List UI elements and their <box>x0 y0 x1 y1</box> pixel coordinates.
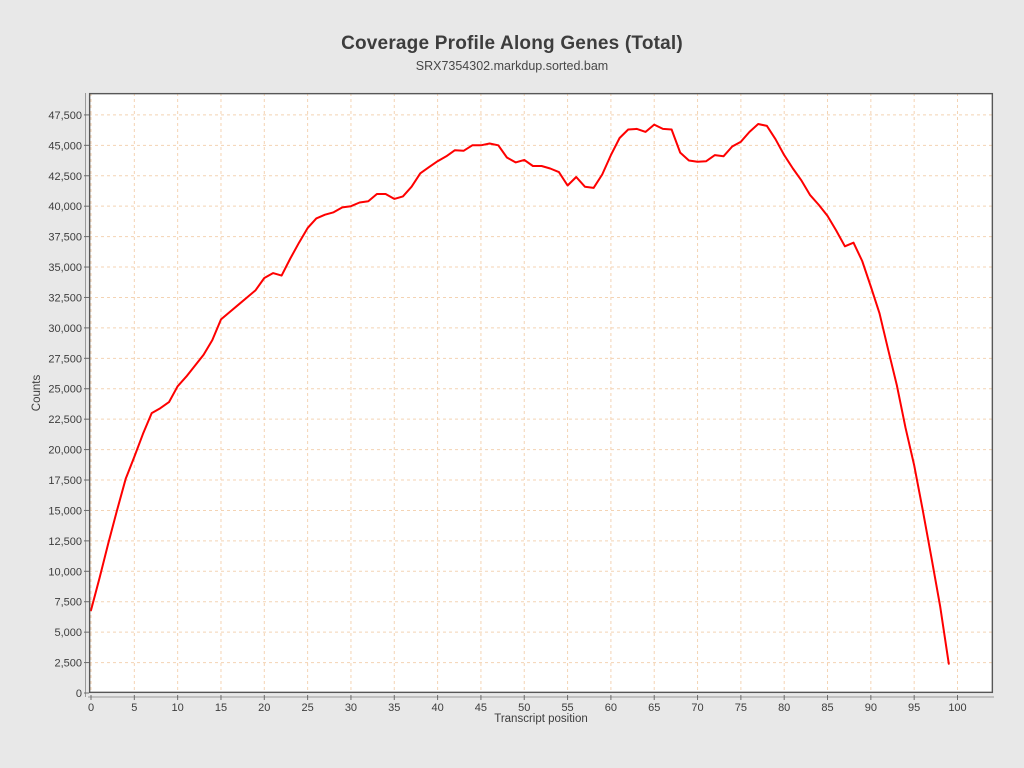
y-tick-label: 42,500 <box>48 171 82 183</box>
x-tick-label: 25 <box>302 702 314 714</box>
y-tick-label: 10,000 <box>48 566 82 578</box>
x-tick-label: 20 <box>258 702 270 714</box>
x-tick-label: 0 <box>88 702 94 714</box>
y-tick-label: 17,500 <box>48 475 82 487</box>
y-axis-title: Counts <box>31 374 43 412</box>
x-tick-label: 95 <box>908 702 920 714</box>
plot-area <box>89 93 993 693</box>
x-tick-label: 40 <box>431 702 443 714</box>
y-tick-label: 2,500 <box>54 658 82 670</box>
x-axis-title: Transcript position <box>494 713 588 725</box>
y-tick-label: 25,000 <box>48 384 82 396</box>
chart-subtitle: SRX7354302.markdup.sorted.bam <box>415 59 609 73</box>
y-tick-label: 12,500 <box>48 536 82 548</box>
coverage-line <box>90 123 950 665</box>
x-tick-label: 85 <box>821 702 833 714</box>
x-tick-label: 5 <box>131 702 137 714</box>
x-tick-label: 15 <box>215 702 227 714</box>
plot-border <box>88 92 994 694</box>
x-tick-label: 45 <box>475 702 487 714</box>
y-tick-label: 27,500 <box>48 353 82 365</box>
x-tick-label: 75 <box>735 702 747 714</box>
x-tick-label: 30 <box>345 702 357 714</box>
chart-title: Coverage Profile Along Genes (Total) <box>341 33 683 54</box>
x-tick-label: 10 <box>172 702 184 714</box>
y-tick-label: 40,000 <box>48 201 82 213</box>
y-tick-label: 0 <box>76 688 82 700</box>
y-tick-label: 15,000 <box>48 505 82 517</box>
y-tick-label: 30,000 <box>48 323 82 335</box>
y-tick-label: 7,500 <box>54 597 82 609</box>
x-tick-label: 50 <box>518 702 530 714</box>
x-tick-label: 55 <box>561 702 573 714</box>
y-tick-label: 47,500 <box>48 110 82 122</box>
y-tick-label: 45,000 <box>48 140 82 152</box>
x-tick-label: 70 <box>691 702 703 714</box>
tick-labels: 0 2,500 5,000 7,500 10,000 12,500 15,000 17,500… <box>48 110 966 714</box>
y-tick-label: 22,500 <box>48 414 82 426</box>
y-tick-label: 20,000 <box>48 445 82 457</box>
x-tick-label: 35 <box>388 702 400 714</box>
x-tick-label: 100 <box>948 702 966 714</box>
x-tick-label: 90 <box>865 702 877 714</box>
y-tick-label: 37,500 <box>48 232 82 244</box>
grid-lines <box>89 93 993 693</box>
x-tick-label: 65 <box>648 702 660 714</box>
x-tick-label: 80 <box>778 702 790 714</box>
y-tick-label: 5,000 <box>54 627 82 639</box>
y-tick-label: 32,500 <box>48 292 82 304</box>
tick-marks <box>84 114 958 700</box>
x-tick-label: 60 <box>605 702 617 714</box>
y-tick-label: 35,000 <box>48 262 82 274</box>
